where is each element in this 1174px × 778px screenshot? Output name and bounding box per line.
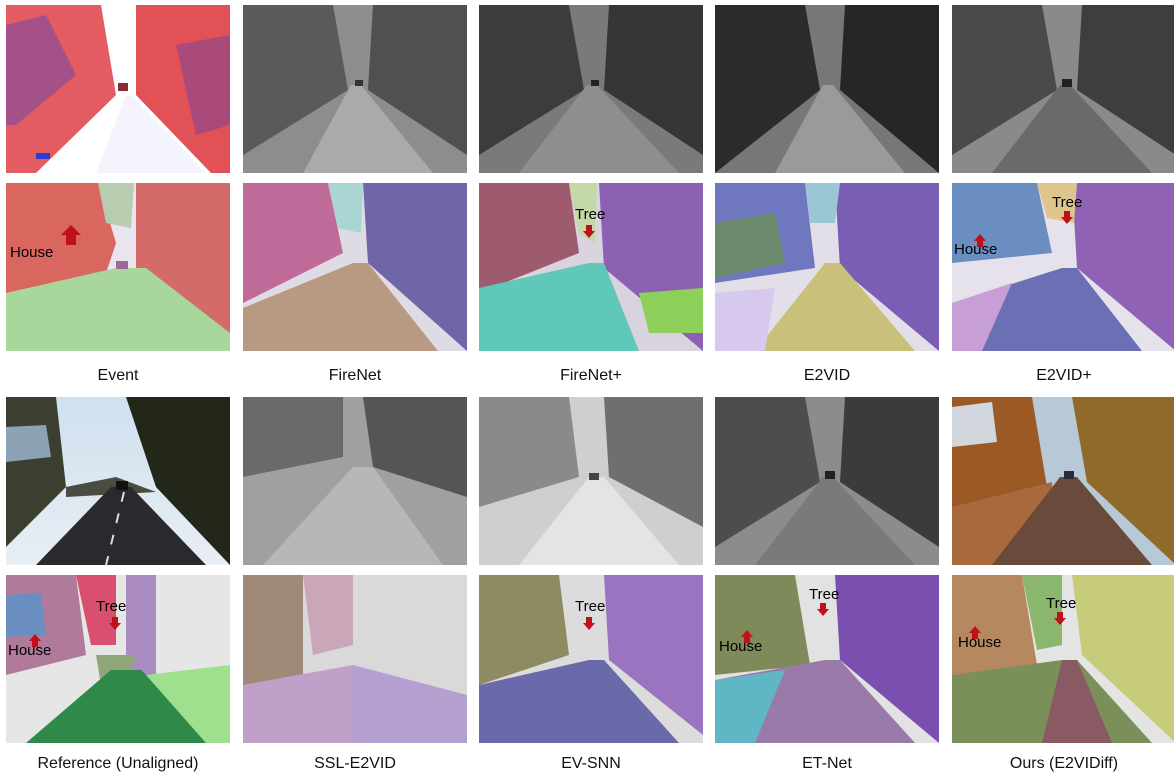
tile-etnet-seg: Tree House xyxy=(715,575,939,743)
tile-event-seg xyxy=(6,183,230,351)
caption-e2vid: E2VID xyxy=(803,367,851,384)
tile-etnet-recon xyxy=(715,397,939,565)
tree-arrow-icon xyxy=(583,617,595,630)
house-arrow-icon xyxy=(29,634,41,647)
caption-firenet: FireNet xyxy=(328,367,382,384)
tree-arrow-icon xyxy=(583,225,595,238)
house-label: House xyxy=(719,638,762,655)
house-arrow-icon xyxy=(741,630,753,643)
caption-ssl-e2vid: SSL-E2VID xyxy=(314,755,396,772)
house-label: House xyxy=(8,642,51,659)
tree-label: Tree xyxy=(1052,194,1082,211)
tile-reference-photo xyxy=(6,397,230,565)
tree-arrow-icon xyxy=(109,617,121,630)
tree-label: Tree xyxy=(1046,595,1076,612)
caption-firenetplus: FireNet+ xyxy=(560,367,622,384)
caption-e2vidplus: E2VID+ xyxy=(1036,367,1092,384)
house-label: House xyxy=(958,634,1001,651)
house-arrow-icon xyxy=(969,626,981,639)
tile-ours-seg: Tree House xyxy=(952,575,1174,743)
caption-ev-snn: EV-SNN xyxy=(561,755,621,772)
tree-label: Tree xyxy=(575,206,605,223)
house-label: House xyxy=(954,241,997,258)
tile-reference-seg: Tree House xyxy=(6,575,230,743)
caption-et-net: ET-Net xyxy=(802,755,852,772)
tile-e2vidplus-recon xyxy=(952,5,1174,173)
tile-ours-recon xyxy=(952,397,1174,565)
tile-firenetplus-recon xyxy=(479,5,703,173)
tile-e2vid-seg xyxy=(715,183,939,351)
caption-event: Event xyxy=(97,367,139,384)
tile-evsnn-seg: Tree xyxy=(479,575,703,743)
tree-label: Tree xyxy=(96,598,126,615)
tile-event xyxy=(6,5,230,173)
tree-arrow-icon xyxy=(817,603,829,616)
tile-ssl-seg xyxy=(243,575,467,743)
tree-label: Tree xyxy=(809,586,839,603)
tree-arrow-icon xyxy=(1061,211,1073,224)
caption-ours: Ours (E2VIDiff) xyxy=(1009,755,1119,772)
tile-e2vid-recon xyxy=(715,5,939,173)
tile-evsnn-recon xyxy=(479,397,703,565)
house-arrow-icon xyxy=(974,234,986,247)
caption-reference: Reference (Unaligned) xyxy=(37,755,199,772)
tile-firenet-recon xyxy=(243,5,467,173)
tile-ssl-recon xyxy=(243,397,467,565)
tree-label: Tree xyxy=(575,598,605,615)
tile-firenetplus-seg: Tree xyxy=(479,183,703,351)
tile-e2vidplus-seg: Tree House xyxy=(952,183,1174,351)
tree-arrow-icon xyxy=(1054,612,1066,625)
tile-firenet-seg xyxy=(243,183,467,351)
